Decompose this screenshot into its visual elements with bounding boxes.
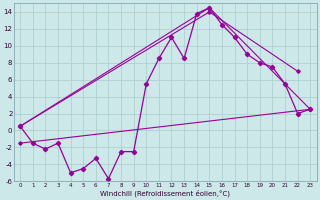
X-axis label: Windchill (Refroidissement éolien,°C): Windchill (Refroidissement éolien,°C) [100,189,230,197]
